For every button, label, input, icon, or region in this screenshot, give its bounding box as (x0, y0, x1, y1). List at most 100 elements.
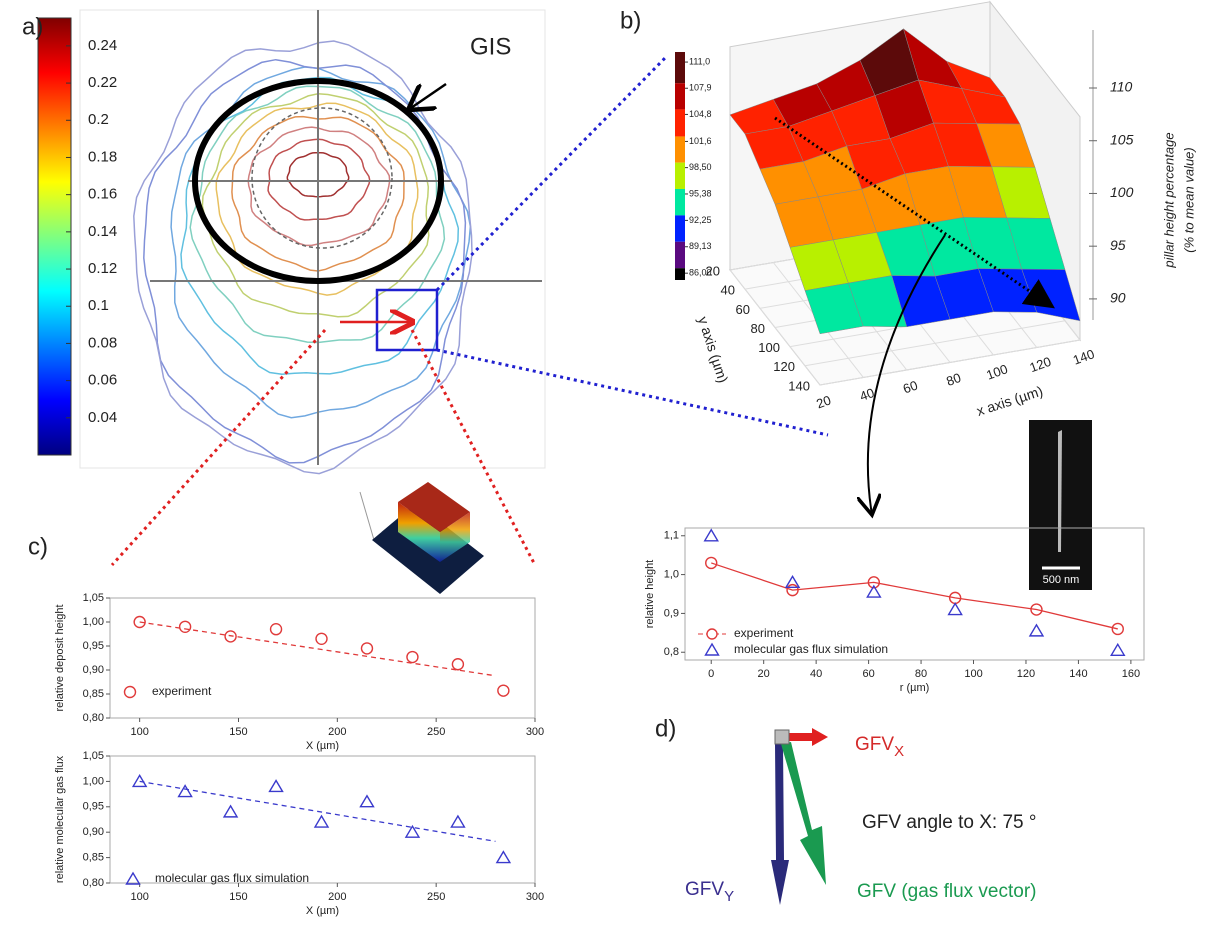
x-tick-label: 40 (810, 668, 822, 680)
x-tick-label: 20 (814, 392, 833, 411)
label-sub: Y (724, 888, 734, 905)
z-tick-label: 100 (1110, 184, 1134, 200)
x-tick-label: 250 (427, 726, 445, 738)
z-tick-label: 90 (1110, 290, 1126, 306)
colorbar-tick-label: 107,9 (689, 83, 712, 93)
marker (949, 604, 962, 615)
colorbar-tick-label: 0.04 (88, 409, 117, 426)
y-tick-label: 80 (751, 321, 765, 336)
y-axis-title: relative molecular gas flux (54, 755, 66, 883)
origin (775, 730, 789, 744)
x-tick-label: 100 (984, 361, 1010, 383)
colorbar-band (675, 52, 685, 83)
colorbar-tick-label: 111,0 (689, 56, 710, 66)
panel-label: b) (620, 7, 641, 34)
colorbar-tick-label: 0.14 (88, 223, 117, 240)
colorbar-band (675, 83, 685, 109)
gfv-y-arrow (771, 744, 789, 905)
marker (361, 643, 372, 654)
legend-marker (127, 873, 140, 884)
panel-label: a) (22, 13, 43, 40)
colorbar-band (675, 242, 685, 268)
marker (133, 775, 146, 786)
x-axis-title: x axis (µm) (974, 383, 1044, 419)
x-axis-title: r (µm) (900, 682, 930, 694)
surface-plot: b) 111,0107,9104,8101,698,5095,3892,2589… (620, 2, 1196, 419)
x-tick-label: 60 (862, 668, 874, 680)
colorbar-tick-label: 0.16 (88, 186, 117, 203)
connector (437, 350, 828, 435)
y-tick-label: 1,1 (664, 530, 679, 542)
gfv-x-arrow (789, 728, 828, 746)
x-tick-label: 300 (526, 891, 544, 903)
x-tick-label: 150 (229, 726, 247, 738)
z-tick-label: 95 (1110, 237, 1126, 253)
marker (180, 621, 191, 632)
marker (224, 806, 237, 817)
y-tick-label: 0,8 (664, 646, 679, 658)
x-axis-title: X (µm) (306, 905, 339, 917)
marker (786, 576, 799, 587)
x-tick-label: 200 (328, 726, 346, 738)
colorbar-band (675, 268, 685, 280)
z-tick-label: 110 (1110, 79, 1133, 95)
connector (437, 56, 667, 290)
colorbar-tick-label: 0.18 (88, 148, 117, 165)
x-tick-label: 140 (1071, 346, 1097, 368)
colorbar-tick-label: 0.06 (88, 372, 117, 389)
annotation: GIS (470, 33, 511, 60)
marker (407, 652, 418, 663)
y-tick-label: 0,9 (664, 607, 679, 619)
figure: GIS a) b) 111,0107,9104,8101,698,5095,38… (0, 0, 1215, 939)
z-tick-label: 105 (1110, 131, 1134, 147)
marker (451, 816, 464, 827)
y-tick-label: 0,95 (83, 801, 104, 813)
y-tick-label: 1,0 (664, 568, 679, 580)
gfv-y-label: GFVY (685, 879, 734, 905)
colorbar-tick-label: 95,38 (689, 188, 712, 198)
colorbar-band (675, 109, 685, 136)
marker (497, 852, 510, 863)
colorbar-tick-label: 92,25 (689, 215, 712, 225)
plot-frame (110, 756, 535, 883)
angle-label: GFV angle to X: 75 ° (862, 812, 1036, 833)
legend-label: molecular gas flux simulation (734, 642, 888, 656)
panel-label: d) (655, 715, 676, 742)
x-tick-label: 60 (901, 377, 920, 396)
y-tick-label: 0,90 (83, 664, 104, 676)
colorbar-band (675, 136, 685, 162)
legend-marker (125, 687, 136, 698)
y-tick-label: 0,95 (83, 640, 104, 652)
x-tick-label: 200 (328, 891, 346, 903)
gfv-x-label: GFVX (855, 734, 904, 760)
x-tick-label: 20 (758, 668, 770, 680)
label-main: GFV (855, 734, 894, 755)
marker (705, 530, 718, 541)
inset-axis (360, 492, 374, 540)
fit-line (140, 781, 496, 841)
sem-inset: 500 nm (1029, 420, 1092, 590)
colorbar-tick-label: 0.12 (88, 260, 117, 277)
deposit-inset (360, 482, 484, 594)
legend-label: molecular gas flux simulation (155, 871, 309, 885)
y-tick-label: 0,85 (83, 852, 104, 864)
y-tick-label: 120 (773, 359, 795, 374)
x-tick-label: 120 (1017, 668, 1035, 680)
y-tick-label: 1,05 (83, 750, 104, 762)
marker (316, 633, 327, 644)
panel-label: c) (28, 533, 48, 560)
colorbar-tick-label: 98,50 (689, 162, 712, 172)
plot-frame (110, 598, 535, 718)
y-tick-label: 140 (788, 378, 810, 393)
page: {"figure": { "panel_a": {"label": "a)", … (0, 0, 1215, 939)
marker (1111, 644, 1124, 655)
colorbar-tick-label: 104,8 (689, 109, 712, 119)
vector-diagram: d) GFVX GFV angle to X: 75 ° GFV (gas fl… (655, 715, 1037, 905)
x-tick-label: 80 (915, 668, 927, 680)
x-tick-label: 150 (229, 891, 247, 903)
marker (225, 631, 236, 642)
x-tick-label: 160 (1122, 668, 1140, 680)
marker (270, 780, 283, 791)
fit-line (140, 622, 496, 676)
